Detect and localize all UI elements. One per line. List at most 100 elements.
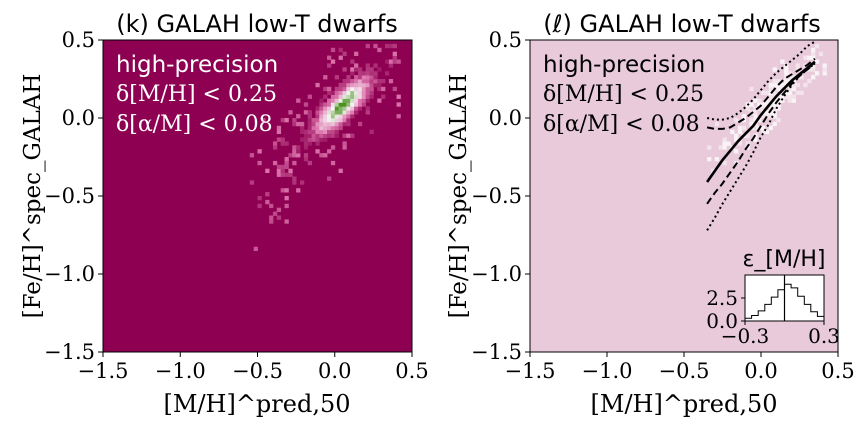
faint-cell xyxy=(761,90,766,95)
density-cell xyxy=(369,67,374,72)
density-cell xyxy=(346,106,351,111)
density-cell xyxy=(338,55,343,60)
density-cell xyxy=(350,110,355,115)
density-cell xyxy=(276,168,282,173)
inset-histogram: ε_[M/H] −0.3 0.3 0.02.5 xyxy=(706,247,840,348)
density-cell xyxy=(357,98,363,103)
series-line-solid-0 xyxy=(706,60,816,183)
faint-cell xyxy=(772,102,777,107)
density-cell xyxy=(338,125,343,131)
density-cell xyxy=(342,67,347,72)
density-cell xyxy=(319,114,324,119)
faint-cell xyxy=(787,75,793,80)
faint-cell xyxy=(787,86,793,92)
density-cell xyxy=(276,125,282,131)
density-cell xyxy=(342,82,347,88)
density-cell xyxy=(342,118,347,123)
density-cell xyxy=(354,110,359,115)
faint-cell xyxy=(753,114,758,119)
faint-cell xyxy=(776,79,781,84)
density-cell xyxy=(288,172,293,177)
panel-l-y-tick-label: −1.5 xyxy=(471,340,522,364)
faint-cell xyxy=(784,67,789,72)
inset-y-tick-label: 0.0 xyxy=(706,309,738,333)
faint-cell xyxy=(749,118,754,123)
density-cell xyxy=(361,79,367,84)
density-cell xyxy=(288,153,293,158)
density-cell xyxy=(249,153,255,158)
density-cell xyxy=(338,94,343,99)
density-cell xyxy=(354,63,359,68)
density-cell xyxy=(330,129,336,134)
density-cell xyxy=(307,110,312,115)
density-cell xyxy=(272,211,278,216)
density-cell xyxy=(388,43,394,49)
density-cell xyxy=(327,90,332,95)
faint-cell xyxy=(757,98,762,103)
faint-cell xyxy=(799,90,804,95)
density-cell xyxy=(323,75,328,80)
density-cell xyxy=(365,90,370,95)
density-cell xyxy=(292,160,297,166)
density-cell xyxy=(292,121,297,127)
faint-cell xyxy=(803,55,808,60)
density-cell xyxy=(327,102,332,107)
density-cell xyxy=(342,145,347,150)
density-cell xyxy=(346,86,351,92)
density-cell xyxy=(396,114,401,119)
density-cell xyxy=(319,129,324,134)
density-cell xyxy=(323,102,328,107)
density-cell xyxy=(303,133,309,138)
faint-cell xyxy=(803,82,808,88)
density-cell xyxy=(369,129,374,134)
panel-k-annotation-1: high-precision xyxy=(116,52,278,78)
density-cell xyxy=(265,192,270,197)
density-cell xyxy=(303,141,309,146)
faint-cell xyxy=(784,79,789,84)
density-cell xyxy=(369,71,374,76)
faint-cell xyxy=(726,141,731,146)
density-cell xyxy=(361,98,367,103)
density-cell xyxy=(381,79,386,84)
density-cell xyxy=(303,102,309,107)
density-cell xyxy=(303,129,309,134)
panel-l-x-tick-label: 0.0 xyxy=(744,359,777,383)
faint-cell xyxy=(761,106,766,111)
density-cell xyxy=(330,94,336,99)
faint-cell xyxy=(745,141,750,146)
faint-cell xyxy=(737,125,743,131)
density-cell xyxy=(323,153,328,158)
density-cell xyxy=(327,149,332,154)
density-cell xyxy=(365,75,370,80)
density-cell xyxy=(361,94,367,99)
density-cell xyxy=(357,102,363,107)
faint-cell xyxy=(764,90,770,95)
faint-cell xyxy=(768,94,773,99)
density-cell xyxy=(373,43,378,49)
density-cell xyxy=(327,55,332,60)
density-cell xyxy=(330,133,336,138)
density-cell xyxy=(327,133,332,138)
panel-l-y-tick-label: −0.5 xyxy=(471,184,522,208)
density-cell xyxy=(342,90,347,95)
density-cell xyxy=(369,79,374,84)
faint-cell xyxy=(757,102,762,107)
density-cell xyxy=(392,59,397,64)
faint-cell xyxy=(714,157,720,162)
density-cell xyxy=(361,102,367,107)
faint-cell xyxy=(795,90,800,95)
faint-cell xyxy=(811,67,816,72)
density-cell xyxy=(334,110,340,115)
density-cell xyxy=(323,106,328,111)
density-cell xyxy=(350,114,355,119)
density-cell xyxy=(350,98,355,103)
density-cell xyxy=(369,82,374,88)
density-cell xyxy=(334,94,340,99)
density-cell xyxy=(330,121,336,127)
density-cell xyxy=(342,79,347,84)
faint-cell xyxy=(776,106,781,111)
faint-cell xyxy=(761,102,766,107)
density-cell xyxy=(323,114,328,119)
faint-cell xyxy=(734,149,739,154)
density-cell xyxy=(357,67,363,72)
